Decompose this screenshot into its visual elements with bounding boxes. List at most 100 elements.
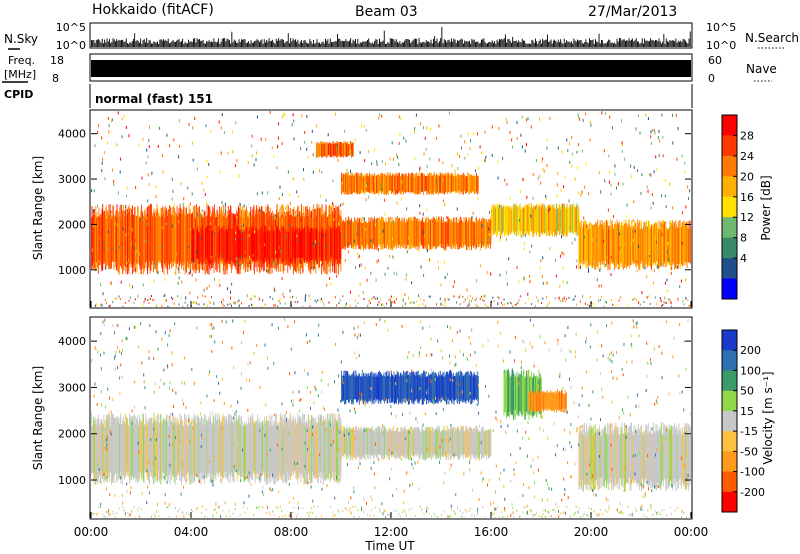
- range-gate-cell: [414, 173, 415, 195]
- range-gate-cell: [331, 142, 333, 156]
- range-gate-cell: [199, 422, 201, 473]
- range-gate-cell: [359, 392, 361, 395]
- range-gate-cell: [600, 436, 602, 489]
- range-gate-cell: [505, 205, 507, 237]
- range-gate-cell: [311, 129, 313, 133]
- nsky-bar: [685, 40, 686, 47]
- range-gate-cell: [647, 454, 649, 458]
- nsky-label: N.Sky: [4, 32, 38, 46]
- range-gate-cell: [448, 429, 450, 454]
- range-gate-cell: [483, 299, 485, 302]
- range-gate-cell: [234, 225, 236, 265]
- range-gate-cell: [439, 370, 441, 399]
- range-gate-cell: [477, 176, 479, 195]
- nsky-bar: [143, 39, 145, 47]
- range-gate-cell: [104, 177, 106, 181]
- range-gate-cell: [426, 391, 428, 395]
- range-gate-cell: [522, 494, 524, 498]
- range-gate-cell: [129, 215, 131, 262]
- range-gate-cell: [406, 379, 408, 383]
- range-gate-cell: [208, 300, 210, 303]
- range-gate-cell: [361, 376, 362, 401]
- range-gate-cell: [690, 227, 691, 265]
- range-gate-cell: [677, 127, 679, 131]
- range-gate-cell: [106, 205, 107, 265]
- range-gate-cell: [558, 509, 559, 513]
- range-gate-cell: [480, 221, 482, 244]
- range-gate-cell: [397, 218, 399, 244]
- range-gate-cell: [679, 220, 681, 270]
- range-gate-cell: [347, 250, 349, 254]
- nsky-bar: [399, 41, 401, 47]
- range-gate-cell: [249, 255, 251, 259]
- nsky-bar: [331, 41, 332, 47]
- range-gate-cell: [247, 363, 249, 367]
- range-gate-cell: [354, 407, 355, 411]
- range-gate-cell: [123, 422, 125, 475]
- nsky-bar: [155, 42, 157, 47]
- range-gate-cell: [181, 381, 183, 385]
- range-gate-cell: [541, 159, 543, 163]
- nsky-bar: [502, 39, 504, 47]
- range-gate-cell: [193, 301, 195, 304]
- range-gate-cell: [434, 428, 435, 455]
- range-gate-cell: [258, 297, 260, 301]
- range-gate-cell: [665, 205, 667, 209]
- range-gate-cell: [350, 511, 352, 515]
- range-gate-cell: [197, 232, 199, 259]
- range-gate-cell: [579, 426, 580, 490]
- range-gate-cell: [345, 374, 347, 404]
- nsky-bar: [345, 39, 347, 47]
- range-gate-cell: [463, 353, 464, 357]
- nsky-bar: [317, 42, 319, 47]
- range-gate-cell: [149, 417, 150, 485]
- range-gate-cell: [379, 113, 381, 117]
- range-gate-cell: [293, 419, 295, 471]
- range-gate-cell: [192, 259, 194, 263]
- range-gate-cell: [171, 214, 172, 269]
- range-gate-cell: [314, 419, 315, 476]
- range-gate-cell: [686, 423, 687, 490]
- range-gate-cell: [226, 228, 227, 262]
- range-gate-cell: [355, 370, 357, 399]
- range-gate-cell: [297, 421, 299, 477]
- nsky-bar: [374, 40, 376, 47]
- range-gate-cell: [124, 216, 125, 265]
- range-gate-cell: [564, 300, 566, 303]
- range-gate-cell: [452, 376, 454, 399]
- range-gate-cell: [323, 230, 325, 261]
- range-gate-cell: [230, 296, 231, 300]
- range-gate-cell: [420, 432, 422, 454]
- range-gate-cell: [567, 149, 569, 152]
- nsky-bar: [286, 41, 288, 47]
- range-gate-cell: [530, 214, 532, 218]
- range-gate-cell: [344, 430, 346, 454]
- range-gate-cell: [447, 217, 449, 247]
- range-gate-cell: [627, 304, 629, 307]
- range-gate-cell: [548, 392, 550, 409]
- range-gate-cell: [520, 366, 522, 369]
- range-gate-cell: [162, 420, 164, 473]
- range-gate-cell: [671, 306, 672, 307]
- range-gate-cell: [595, 432, 597, 481]
- range-gate-cell: [187, 213, 189, 267]
- range-gate-cell: [391, 141, 393, 145]
- range-gate-cell: [206, 286, 208, 290]
- range-gate-cell: [350, 150, 351, 153]
- range-gate-cell: [630, 175, 632, 179]
- range-gate-cell: [323, 143, 325, 156]
- range-gate-cell: [414, 429, 416, 455]
- range-gate-cell: [265, 225, 267, 258]
- range-gate-cell: [449, 174, 450, 193]
- power-heatmap: [91, 111, 691, 307]
- range-gate-cell: [645, 229, 647, 232]
- range-gate-cell: [651, 427, 653, 431]
- range-gate-cell: [564, 175, 566, 179]
- range-gate-cell: [537, 299, 539, 303]
- range-gate-cell: [183, 402, 185, 406]
- range-gate-cell: [324, 143, 325, 157]
- range-gate-cell: [278, 421, 280, 480]
- range-gate-cell: [379, 176, 380, 191]
- range-gate-cell: [640, 507, 642, 511]
- range-gate-cell: [409, 372, 410, 404]
